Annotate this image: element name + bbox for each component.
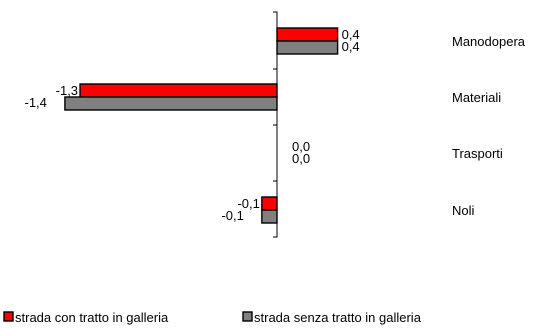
category-label: Manodopera — [452, 34, 526, 49]
bar — [261, 196, 278, 211]
legend-swatch — [242, 311, 253, 322]
data-label: 0,4 — [342, 39, 360, 54]
bar — [261, 209, 278, 224]
data-label: 0,0 — [292, 151, 310, 166]
legend: strada con tratto in galleria strada senz… — [3, 310, 422, 325]
bar — [79, 83, 278, 98]
data-label: 0,0 — [292, 139, 310, 154]
data-label: -1,3 — [56, 83, 78, 98]
data-label: -1,4 — [24, 95, 46, 110]
category-labels: Manodopera Materiali Trasporti Noli — [452, 34, 526, 218]
bars-layer — [64, 27, 339, 224]
category-label: Materiali — [452, 90, 501, 105]
legend-label: strada senza tratto in galleria — [254, 310, 422, 325]
data-label: -0,1 — [237, 196, 259, 211]
data-label: 0,4 — [342, 27, 360, 42]
data-label: -0,1 — [221, 208, 243, 223]
value-labels: 0,40,4 -1,3 -1,4 0,00,0 -0,1-0,1 — [24, 27, 359, 223]
bar — [276, 40, 339, 55]
legend-label: strada con tratto in galleria — [15, 310, 169, 325]
category-label: Noli — [452, 203, 475, 218]
bar — [64, 96, 278, 111]
legend-swatch — [3, 311, 14, 322]
category-label: Trasporti — [452, 146, 503, 161]
bar — [276, 27, 339, 42]
